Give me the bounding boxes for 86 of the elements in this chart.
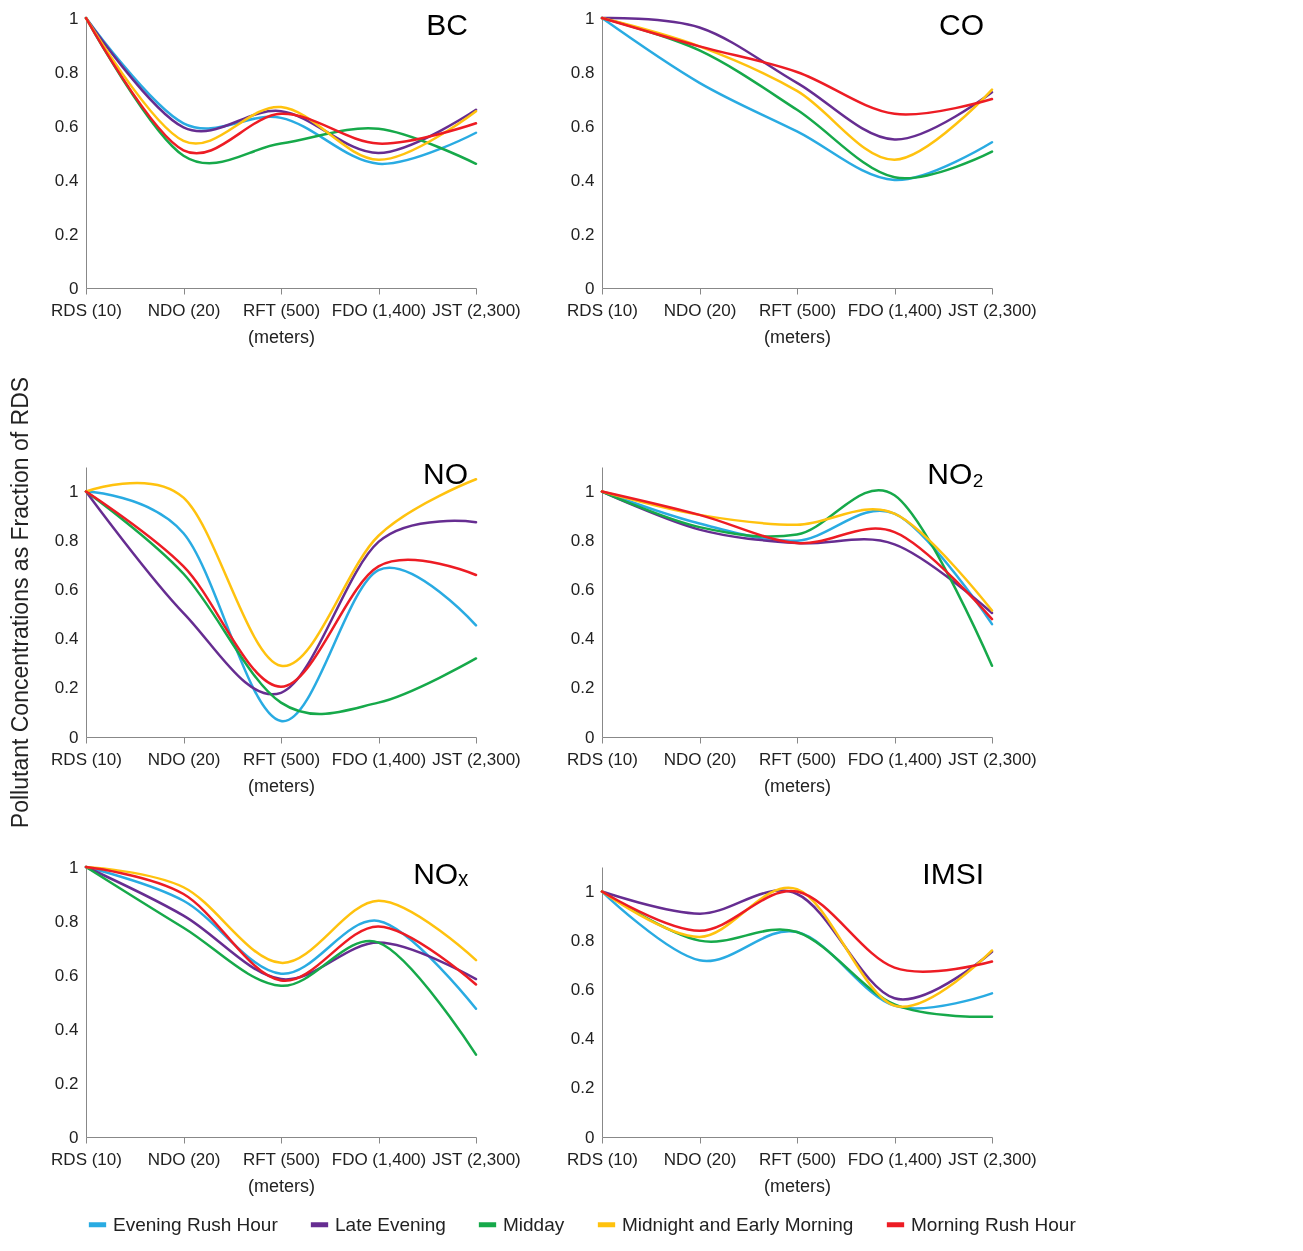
x-tick-label: FDO (1,400) [847, 1149, 943, 1169]
x-tick-label: RDS (10) [51, 749, 122, 769]
x-tick-label: RFT (500) [758, 749, 837, 769]
y-tick-label: 0 [585, 727, 595, 747]
y-tick-label: 0.6 [54, 580, 79, 600]
y-tick-label: 0.4 [54, 170, 79, 190]
y-tick-label: 0.2 [54, 678, 79, 698]
y-tick-label: 0.8 [54, 62, 79, 82]
legend-label: Evening Rush Hour [113, 1213, 279, 1235]
legend-label: Late Evening [335, 1213, 446, 1235]
line-series [84, 865, 478, 1056]
x-tick-label: NDO (20) [147, 749, 221, 769]
x-axis-title: (meters) [764, 1175, 831, 1196]
x-tick-label: RFT (500) [242, 1149, 321, 1169]
x-tick-label: JST (2,300) [948, 1149, 1037, 1169]
x-axis-title: (meters) [764, 775, 831, 796]
x-tick-label: FDO (1,400) [847, 300, 943, 320]
y-tick-label: 0.2 [54, 224, 79, 244]
x-tick-label: RDS (10) [567, 300, 638, 320]
y-axis-title: Pollutant Concentrations as Fraction of RDS [6, 376, 33, 829]
legend-label: Midday [503, 1213, 565, 1235]
x-tick-label: JST (2,300) [948, 749, 1037, 769]
y-tick-label: 0.2 [54, 1073, 79, 1093]
x-tick-label: FDO (1,400) [331, 1149, 427, 1169]
y-tick-label: 0.2 [570, 1078, 595, 1098]
x-tick-label: JST (2,300) [432, 749, 521, 769]
x-tick-label: NDO (20) [147, 1149, 221, 1169]
y-tick-label: 0.2 [570, 678, 595, 698]
x-tick-label: FDO (1,400) [847, 749, 943, 769]
y-tick-label: 0.8 [54, 531, 79, 551]
x-tick-label: NDO (20) [663, 300, 737, 320]
x-tick-label: JST (2,300) [432, 1149, 521, 1169]
y-tick-label: 0 [69, 278, 79, 298]
x-tick-label: RFT (500) [758, 1149, 837, 1169]
chart-title: NOₓ [413, 857, 469, 890]
x-tick-label: RDS (10) [51, 1149, 122, 1169]
y-tick-label: 0.4 [570, 629, 595, 649]
x-tick-label: JST (2,300) [948, 300, 1037, 320]
y-tick-label: 1 [585, 482, 595, 502]
y-tick-label: 0.2 [570, 224, 595, 244]
y-tick-label: 0.4 [570, 1029, 595, 1049]
y-tick-label: 1 [69, 482, 79, 502]
y-tick-label: 0.8 [54, 911, 79, 931]
x-tick-label: NDO (20) [663, 749, 737, 769]
x-tick-label: NDO (20) [147, 300, 221, 320]
y-tick-label: 0.8 [570, 931, 595, 951]
x-tick-label: RDS (10) [567, 749, 638, 769]
y-tick-label: 0.4 [570, 170, 595, 190]
x-tick-label: RDS (10) [51, 300, 122, 320]
y-tick-label: 0 [585, 1127, 595, 1147]
y-tick-label: 0.4 [54, 629, 79, 649]
y-tick-label: 0 [585, 278, 595, 298]
y-tick-label: 1 [585, 882, 595, 902]
y-tick-label: 0.6 [54, 116, 79, 136]
y-tick-label: 0 [69, 1127, 79, 1147]
x-tick-label: RFT (500) [242, 300, 321, 320]
x-tick-label: RFT (500) [242, 749, 321, 769]
y-tick-label: 0.6 [570, 580, 595, 600]
chart-title: NO [423, 457, 468, 490]
legend-label: Midnight and Early Morning [622, 1213, 854, 1235]
y-tick-label: 0.6 [570, 980, 595, 1000]
y-tick-label: 1 [585, 8, 595, 28]
y-tick-label: 0.8 [570, 62, 595, 82]
x-tick-label: RFT (500) [758, 300, 837, 320]
y-tick-label: 0.8 [570, 531, 595, 551]
chart-title: IMSI [922, 857, 984, 890]
chart-title: NO₂ [927, 457, 984, 490]
x-axis-title: (meters) [248, 775, 315, 796]
y-tick-label: 0.6 [54, 965, 79, 985]
y-tick-label: 1 [69, 857, 79, 877]
legend-label: Morning Rush Hour [911, 1213, 1077, 1235]
x-tick-label: RDS (10) [567, 1149, 638, 1169]
y-tick-label: 0 [69, 727, 79, 747]
y-tick-label: 0.6 [570, 116, 595, 136]
x-axis-title: (meters) [248, 326, 315, 347]
x-tick-label: FDO (1,400) [331, 749, 427, 769]
x-tick-label: NDO (20) [663, 1149, 737, 1169]
line-series [600, 16, 994, 116]
y-tick-label: 1 [69, 8, 79, 28]
y-tick-label: 0.4 [54, 1019, 79, 1039]
x-axis-title: (meters) [248, 1175, 315, 1196]
chart-title: CO [939, 8, 984, 41]
x-tick-label: FDO (1,400) [331, 300, 427, 320]
chart-title: BC [426, 8, 468, 41]
x-tick-label: JST (2,300) [432, 300, 521, 320]
x-axis-title: (meters) [764, 326, 831, 347]
